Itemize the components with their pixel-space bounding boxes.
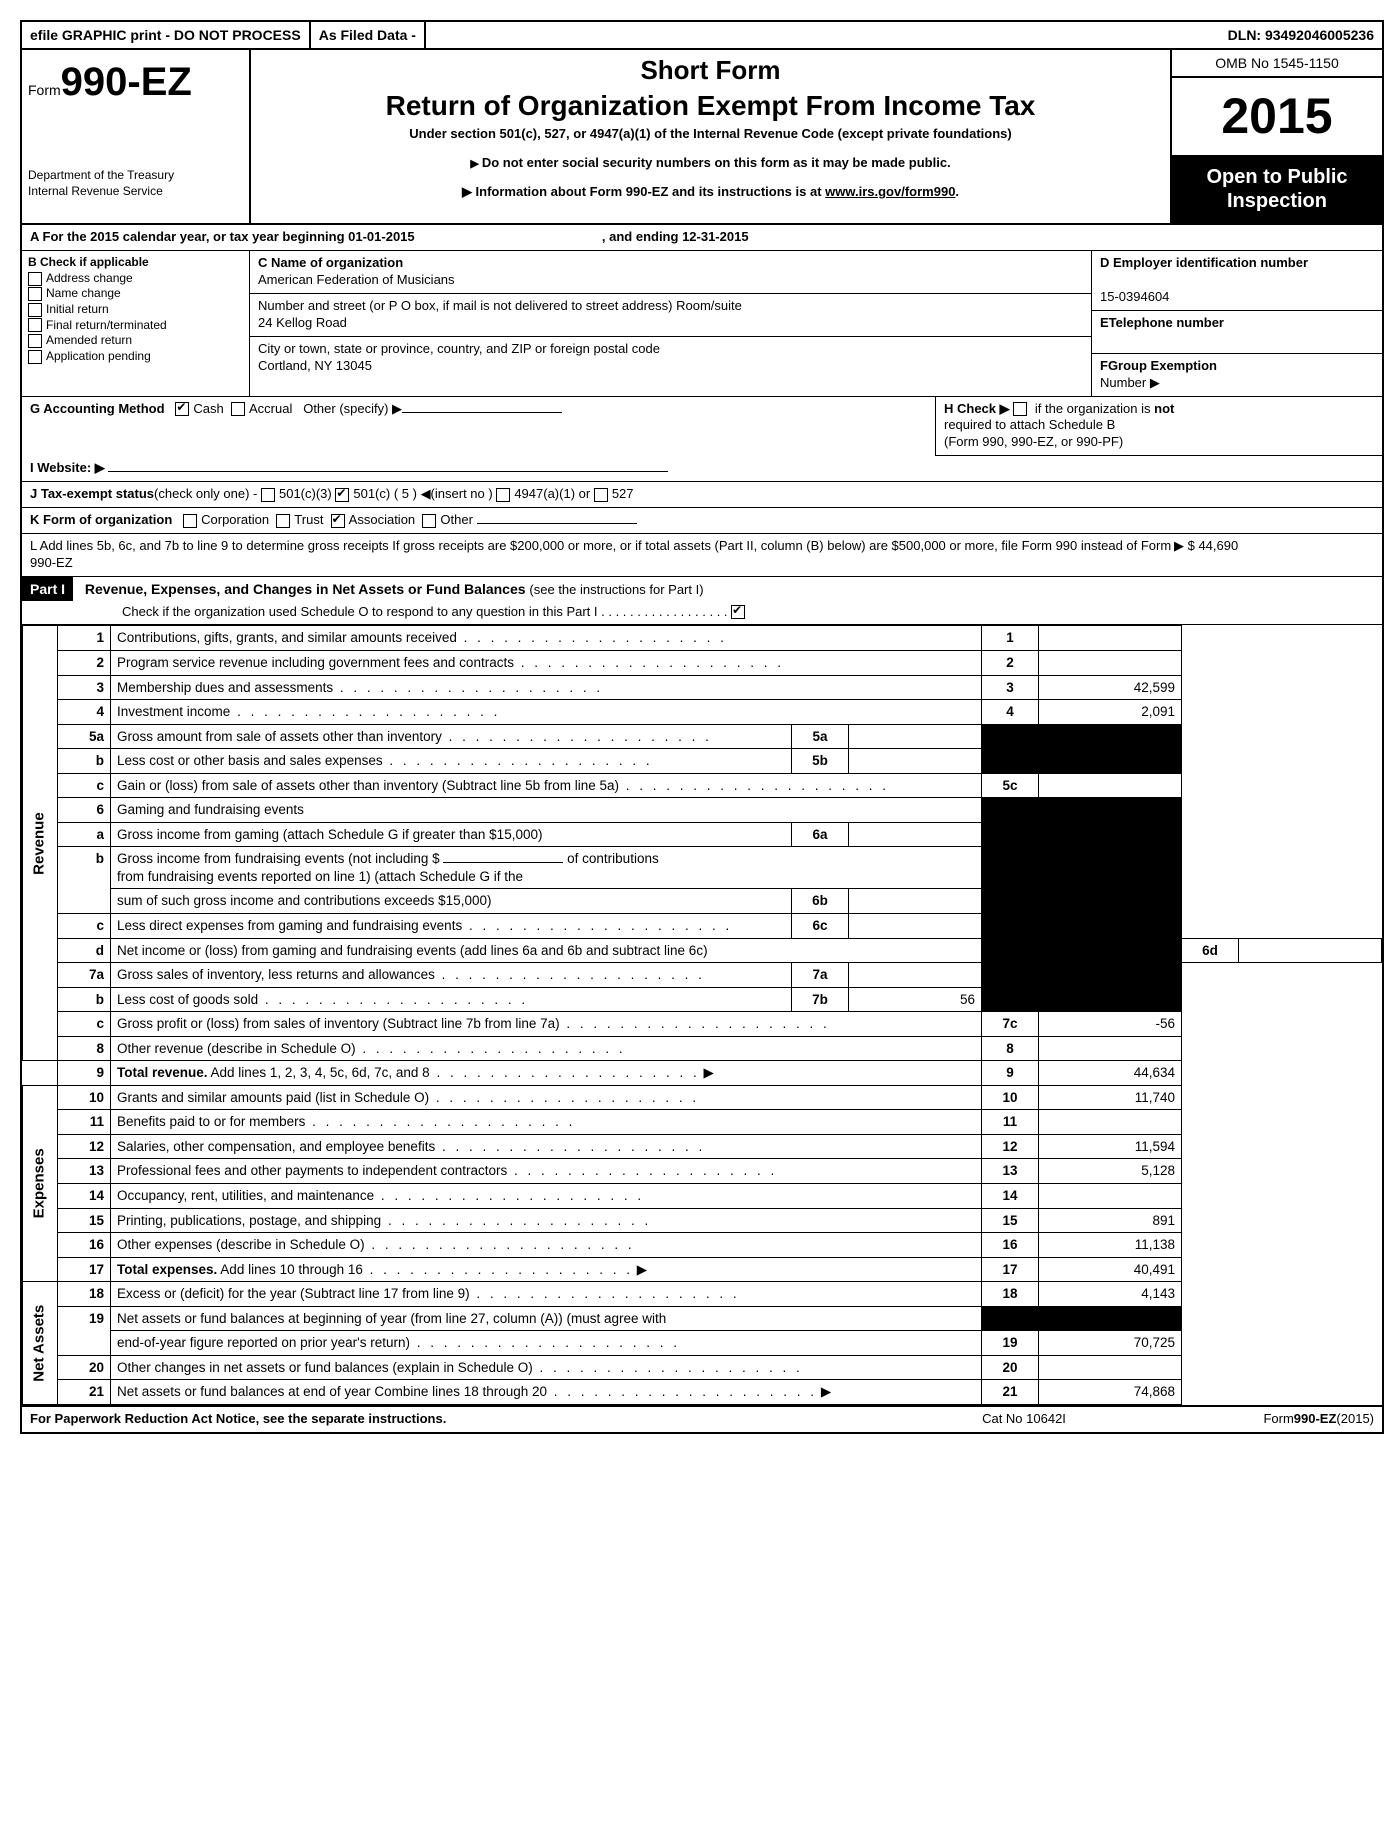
form-header: Form990-EZ Department of the Treasury In… (22, 50, 1382, 225)
tax-year: 2015 (1172, 78, 1382, 155)
d-ein: D Employer identification number 15-0394… (1092, 251, 1382, 311)
chk-pending[interactable] (28, 350, 42, 364)
chk-initial[interactable] (28, 303, 42, 317)
form-title: Return of Organization Exempt From Incom… (259, 88, 1162, 124)
chk-501c[interactable] (335, 488, 349, 502)
header-left: Form990-EZ Department of the Treasury In… (22, 50, 251, 223)
row-J: J Tax-exempt status(check only one) - 50… (22, 482, 1382, 508)
part1-bar: Part I (22, 577, 73, 601)
f-group: FGroup Exemption Number ▶ (1092, 354, 1382, 396)
chk-corp[interactable] (183, 514, 197, 528)
chk-accrual[interactable] (231, 402, 245, 416)
efile-notice: efile GRAPHIC print - DO NOT PROCESS (22, 22, 311, 48)
rows-GHIJ: G Accounting Method Cash Accrual Other (… (22, 397, 1382, 483)
irs: Internal Revenue Service (28, 184, 243, 200)
chk-final[interactable] (28, 318, 42, 332)
note-ssn: Do not enter social security numbers on … (259, 155, 1162, 172)
header-mid: Short Form Return of Organization Exempt… (251, 50, 1170, 223)
chk-cash[interactable] (175, 402, 189, 416)
form-ref: Form990-EZ(2015) (1154, 1411, 1374, 1428)
row-H: H Check ▶ if the organization is not req… (935, 397, 1382, 457)
row-I: I Website: ▶ (22, 456, 1382, 481)
form-number-block: Form990-EZ (28, 56, 243, 108)
part1-chk-line: Check if the organization used Schedule … (22, 602, 1382, 625)
chk-assoc[interactable] (331, 514, 345, 528)
chk-name[interactable] (28, 287, 42, 301)
as-filed: As Filed Data - (311, 22, 426, 48)
side-revenue: Revenue (23, 626, 58, 1061)
c-city: City or town, state or province, country… (250, 337, 1091, 379)
irs-link[interactable]: www.irs.gov/form990 (825, 184, 955, 199)
dln: DLN: 93492046005236 (1220, 22, 1382, 48)
top-bar: efile GRAPHIC print - DO NOT PROCESS As … (22, 22, 1382, 50)
col-DEF: D Employer identification number 15-0394… (1092, 251, 1382, 395)
chk-trust[interactable] (276, 514, 290, 528)
c-name: C Name of organization American Federati… (250, 251, 1091, 294)
chk-4947[interactable] (496, 488, 510, 502)
part1-header: Part I Revenue, Expenses, and Changes in… (22, 577, 1382, 626)
e-phone: ETelephone number (1092, 311, 1382, 354)
row-G: G Accounting Method Cash Accrual Other (… (22, 397, 935, 457)
row-A-taxyear: A For the 2015 calendar year, or tax yea… (22, 225, 1382, 251)
paperwork-notice: For Paperwork Reduction Act Notice, see … (30, 1411, 894, 1428)
col-B: B Check if applicable Address change Nam… (22, 251, 250, 395)
chk-address[interactable] (28, 272, 42, 286)
side-netassets: Net Assets (23, 1282, 58, 1405)
page-footer: For Paperwork Reduction Act Notice, see … (22, 1405, 1382, 1432)
form-number: 990-EZ (61, 60, 192, 104)
side-expenses: Expenses (23, 1085, 58, 1281)
col-C: C Name of organization American Federati… (250, 251, 1092, 395)
chk-501c3[interactable] (261, 488, 275, 502)
part1-table: Revenue 1Contributions, gifts, grants, a… (22, 625, 1382, 1405)
chk-H[interactable] (1013, 402, 1027, 416)
form-prefix: Form (28, 82, 61, 98)
dept-treasury: Department of the Treasury (28, 168, 243, 184)
block-BCDEF: B Check if applicable Address change Nam… (22, 251, 1382, 396)
omb-number: OMB No 1545-1150 (1172, 50, 1382, 78)
note-info: ▶ Information about Form 990-EZ and its … (259, 184, 1162, 201)
form-subtitle: Under section 501(c), 527, or 4947(a)(1)… (259, 126, 1162, 143)
cat-no: Cat No 10642I (894, 1411, 1154, 1428)
chk-other-org[interactable] (422, 514, 436, 528)
row-L: L Add lines 5b, 6c, and 7b to line 9 to … (22, 534, 1382, 577)
chk-schedO[interactable] (731, 605, 745, 619)
header-right: OMB No 1545-1150 2015 Open to Public Ins… (1170, 50, 1382, 223)
row-K: K Form of organization Corporation Trust… (22, 508, 1382, 534)
chk-amended[interactable] (28, 334, 42, 348)
chk-527[interactable] (594, 488, 608, 502)
short-form: Short Form (259, 54, 1162, 88)
form-990ez-page: efile GRAPHIC print - DO NOT PROCESS As … (20, 20, 1384, 1434)
c-addr: Number and street (or P O box, if mail i… (250, 294, 1091, 337)
open-public: Open to Public Inspection (1172, 155, 1382, 223)
